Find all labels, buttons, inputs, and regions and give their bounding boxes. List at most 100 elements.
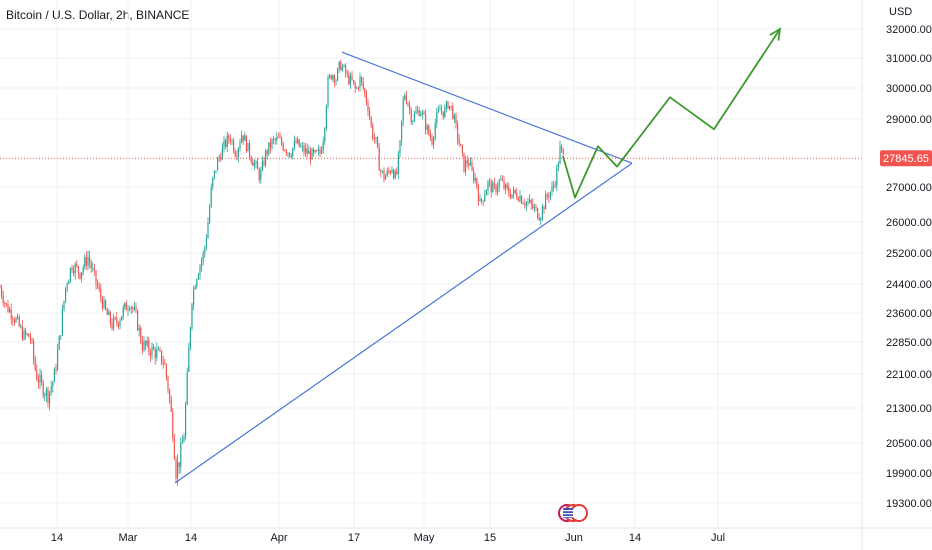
- candle-body: [31, 340, 32, 341]
- candle-body: [139, 328, 140, 330]
- candle-body: [47, 389, 48, 403]
- candle-body: [25, 331, 26, 335]
- candle-body: [513, 190, 514, 195]
- candle-body: [169, 390, 170, 399]
- candle-body: [75, 264, 76, 273]
- candle-body: [204, 247, 205, 252]
- candle-body: [177, 462, 178, 478]
- candle-body: [521, 196, 522, 203]
- candle-body: [502, 179, 503, 180]
- candle-body: [347, 73, 348, 74]
- candle-body: [297, 139, 298, 142]
- candle-body: [523, 203, 524, 204]
- candle-body: [366, 93, 367, 102]
- candle-body: [79, 273, 80, 279]
- candle-body: [283, 144, 284, 150]
- candle-body: [526, 202, 527, 205]
- candle-body: [399, 141, 400, 154]
- candle-body: [388, 171, 389, 172]
- y-tick-label: 29000.00: [886, 114, 932, 126]
- candle-body: [118, 323, 119, 326]
- candle-body: [470, 163, 471, 166]
- candle-body: [551, 187, 552, 192]
- candle-body: [83, 267, 84, 272]
- candle-body: [278, 137, 279, 138]
- candle-body: [284, 150, 285, 151]
- candle-body: [446, 102, 447, 108]
- candle-body: [35, 359, 36, 370]
- candle-body: [398, 153, 399, 173]
- candle-body: [286, 150, 287, 153]
- candle-body: [220, 157, 221, 160]
- x-tick-label: 14: [185, 532, 197, 544]
- candle-body: [236, 156, 237, 157]
- candle-body: [39, 375, 40, 383]
- candle-body: [359, 77, 360, 88]
- economic-events[interactable]: [559, 505, 587, 521]
- x-tick-label: 14: [629, 532, 641, 544]
- candle-body: [471, 163, 472, 171]
- candle-body: [404, 95, 405, 99]
- candle-body: [199, 266, 200, 275]
- candle-body: [103, 300, 104, 308]
- candle-body: [342, 67, 343, 70]
- candle-body: [395, 172, 396, 179]
- candle-body: [148, 341, 149, 352]
- candle-body: [343, 65, 344, 66]
- y-tick-label: 30000.00: [886, 83, 932, 95]
- candle-body: [537, 208, 538, 219]
- candle-body: [20, 326, 21, 327]
- candle-body: [451, 106, 452, 107]
- candle-body: [281, 138, 282, 144]
- candle-body: [383, 171, 384, 180]
- us-flag-stripe: [563, 516, 573, 517]
- candle-body: [415, 111, 416, 113]
- candle-body: [196, 279, 197, 287]
- candle-body: [390, 171, 391, 172]
- y-tick-label: 27000.00: [886, 182, 932, 194]
- price-axis[interactable]: 32000.00 31000.00 30000.00 29000.00 27000.00…: [862, 0, 932, 550]
- candle-body: [411, 110, 412, 122]
- candle-body: [100, 289, 101, 298]
- candle-body: [462, 146, 463, 153]
- us-flag-stripe: [563, 513, 573, 514]
- candle-body: [111, 323, 112, 328]
- candle-body: [553, 185, 554, 187]
- candle-body: [515, 190, 516, 193]
- candle-body: [324, 128, 325, 141]
- candle-body: [179, 462, 180, 467]
- candle-body: [548, 196, 549, 197]
- candle-body: [94, 268, 95, 270]
- candle-body: [3, 296, 4, 303]
- candle-body: [460, 144, 461, 146]
- candle-body: [70, 268, 71, 280]
- candle-body: [119, 321, 120, 327]
- candle-body: [124, 303, 125, 308]
- candle-body: [467, 160, 468, 163]
- candle-body: [89, 257, 90, 263]
- candle-body: [6, 303, 7, 304]
- candle-body: [459, 139, 460, 144]
- candle-body: [209, 207, 210, 223]
- candle-body: [367, 103, 368, 111]
- trendline-upper: [342, 52, 632, 163]
- candle-body: [247, 143, 248, 151]
- candle-body: [68, 280, 69, 284]
- x-tick-label: 15: [484, 532, 496, 544]
- candle-body: [361, 77, 362, 82]
- y-tick-label: 32000.00: [886, 24, 932, 36]
- candle-body: [558, 164, 559, 168]
- candle-body: [329, 75, 330, 77]
- candle-body: [135, 307, 136, 310]
- candle-body: [49, 392, 50, 404]
- candle-body: [270, 142, 271, 147]
- candle-body: [345, 65, 346, 73]
- candle-body: [561, 146, 562, 149]
- candle-body: [55, 369, 56, 370]
- candle-body: [427, 126, 428, 130]
- candle-body: [510, 194, 511, 198]
- candle-body: [519, 196, 520, 201]
- time-axis[interactable]: 14 Mar 14 Apr 17 May 15 Jun 14 Jul: [0, 528, 932, 544]
- candle-body: [76, 264, 77, 266]
